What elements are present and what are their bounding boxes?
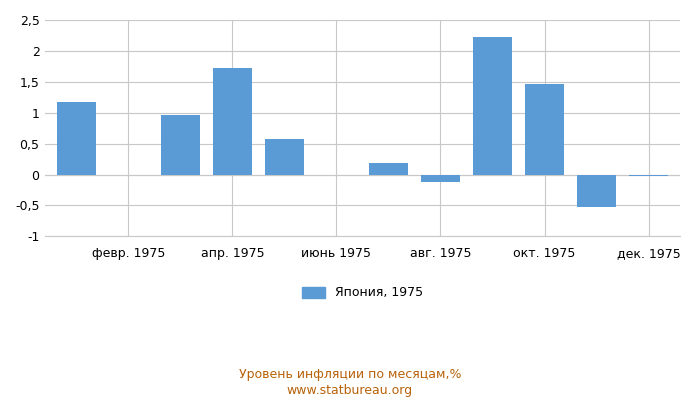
Bar: [161, 114, 199, 174]
Text: Уровень инфляции по месяцам,%: Уровень инфляции по месяцам,%: [239, 368, 461, 381]
Bar: [57, 102, 96, 174]
Legend: Япония, 1975: Япония, 1975: [297, 282, 428, 304]
Bar: [577, 174, 616, 207]
Bar: [473, 37, 512, 174]
Bar: [213, 68, 252, 174]
Text: www.statbureau.org: www.statbureau.org: [287, 384, 413, 397]
Bar: [265, 139, 304, 174]
Bar: [369, 163, 408, 174]
Bar: [629, 174, 668, 176]
Bar: [525, 84, 564, 174]
Bar: [421, 174, 460, 182]
